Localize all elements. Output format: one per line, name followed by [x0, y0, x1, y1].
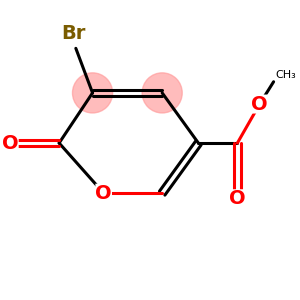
Text: O: O: [229, 189, 246, 208]
Circle shape: [73, 73, 112, 113]
Text: O: O: [95, 184, 112, 203]
Text: Br: Br: [61, 24, 85, 43]
Text: O: O: [251, 94, 268, 113]
Text: O: O: [2, 134, 19, 152]
Text: CH₃: CH₃: [275, 70, 296, 80]
Circle shape: [142, 73, 182, 113]
